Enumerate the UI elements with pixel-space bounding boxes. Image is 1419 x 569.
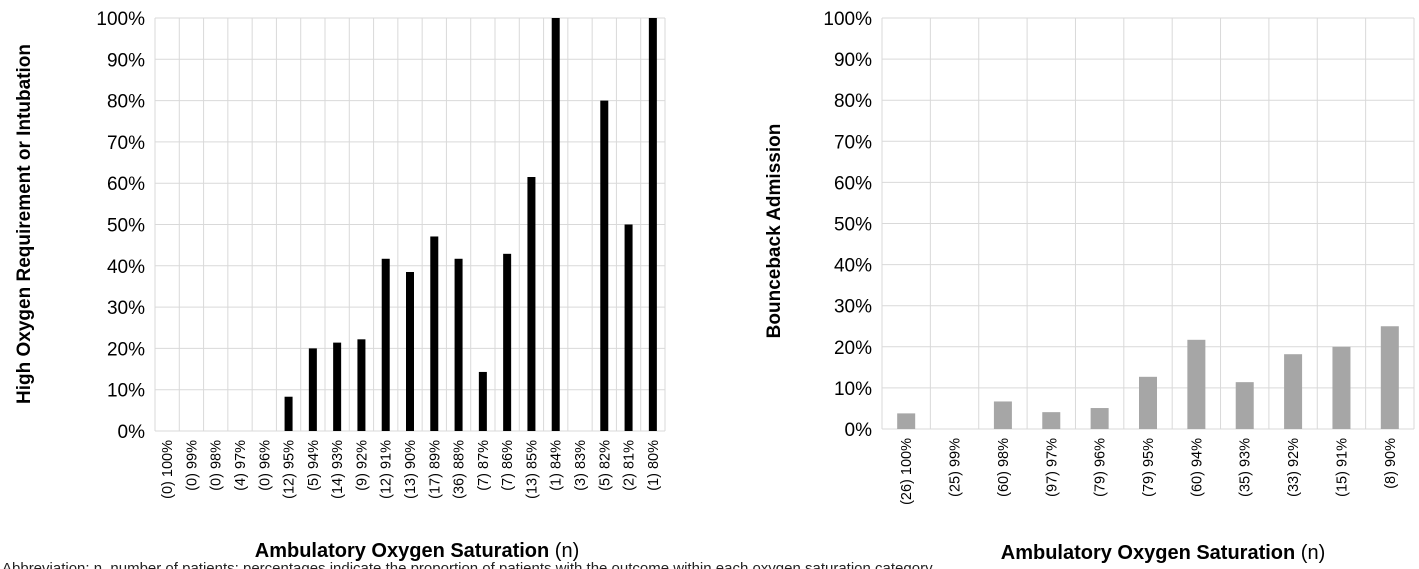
left-chart-x-tick-label: (17) 89%: [427, 440, 443, 499]
right-chart-y-tick-label: 0%: [845, 420, 873, 441]
left-chart-y-tick-label: 10%: [107, 381, 145, 402]
left-chart-bar: [478, 371, 487, 431]
left-chart-x-tick-label: (2) 81%: [622, 440, 638, 491]
right-chart-y-tick-label: 60%: [834, 173, 872, 194]
left-chart-bar: [381, 258, 390, 431]
left-chart-x-tick-label: (4) 97%: [233, 440, 249, 491]
right-chart-x-tick-label: (33) 92%: [1286, 438, 1302, 497]
left-chart-x-tick-label: (5) 94%: [306, 440, 322, 491]
left-chart-x-tick-label: (7) 87%: [476, 440, 492, 491]
left-chart-x-tick-label: (5) 82%: [597, 440, 613, 491]
right-chart-bar: [1284, 354, 1303, 429]
right-chart-y-tick-label: 40%: [834, 256, 872, 277]
left-chart-x-tick-label: (13) 85%: [524, 440, 540, 499]
left-chart-x-tick-label: (1) 80%: [646, 440, 662, 491]
left-chart-bar: [503, 253, 512, 431]
left-chart-bar: [308, 348, 317, 431]
right-chart-x-tick-label: (35) 93%: [1238, 438, 1254, 497]
right-chart-y-tick-label: 20%: [834, 338, 872, 359]
left-chart-y-tick-label: 40%: [107, 257, 145, 278]
left-chart-x-tick-label: (0) 99%: [184, 440, 200, 491]
left-chart-x-tick-label: (3) 83%: [573, 440, 589, 491]
footnote: Abbreviation: n, number of patients; per…: [0, 559, 1419, 569]
left-chart-x-tick-label: (0) 100%: [160, 440, 176, 499]
left-chart-x-tick-label: (7) 86%: [500, 440, 516, 491]
right-chart-bar: [1042, 412, 1061, 429]
left-chart-bar: [624, 224, 633, 431]
left-chart-x-tick-label: (12) 91%: [379, 440, 395, 499]
left-chart-x-tick-label: (36) 88%: [452, 440, 468, 499]
right-chart-bar: [1139, 376, 1157, 429]
left-chart-y-tick-label: 30%: [107, 298, 145, 319]
right-chart-bar: [1187, 339, 1206, 429]
left-chart-bar: [406, 271, 414, 431]
left-chart-x-tick-label: (12) 95%: [282, 440, 298, 499]
right-chart-x-tick-label: (25) 99%: [948, 438, 964, 497]
right-chart-bar: [1332, 346, 1351, 429]
footnote-text: Abbreviation: n, number of patients; per…: [2, 560, 936, 569]
left-chart-bar: [600, 100, 609, 431]
left-chart-bar: [357, 339, 366, 431]
right-chart-bar: [1090, 408, 1109, 429]
left-chart-y-tick-label: 50%: [107, 216, 145, 237]
left-chart-x-tick-label: (0) 96%: [257, 440, 273, 491]
left-chart-x-tick-label: (13) 90%: [403, 440, 419, 499]
left-chart-y-axis-label: High Oxygen Requirement or Intubation: [14, 44, 35, 404]
left-chart-x-tick-label: (1) 84%: [549, 440, 565, 491]
right-chart-y-tick-label: 90%: [834, 50, 872, 71]
right-chart-x-tick-label: (97) 97%: [1044, 438, 1060, 497]
right-chart-y-tick-label: 50%: [834, 215, 872, 236]
right-chart-y-tick-label: 70%: [834, 132, 872, 153]
left-chart-bar: [551, 18, 560, 431]
left-chart-y-tick-label: 70%: [107, 133, 145, 154]
left-chart-x-tick-label: (0) 98%: [209, 440, 225, 491]
right-chart-y-tick-label: 30%: [834, 297, 872, 318]
left-chart-y-tick-label: 0%: [118, 422, 146, 443]
left-chart-bar: [333, 342, 342, 431]
left-chart-x-tick-label: (9) 92%: [354, 440, 370, 491]
left-chart-x-axis-label: Ambulatory Oxygen Saturation (n): [255, 540, 580, 562]
left-chart-bar: [648, 18, 657, 431]
left-chart-bar: [454, 258, 463, 431]
left-chart-y-tick-label: 60%: [107, 174, 145, 195]
right-chart-y-axis-label: Bounceback Admission: [764, 124, 785, 339]
right-chart-x-tick-label: (26) 100%: [899, 438, 915, 505]
left-chart: 0% 10% 20% 30% 40% 50% 60% 70% 80% 90% 100% (0) 10…: [14, 9, 666, 562]
right-chart-x-tick-label: (15) 91%: [1334, 438, 1350, 497]
right-chart-bar: [1235, 382, 1254, 429]
right-chart-bar: [897, 413, 916, 429]
right-chart-bar: [1380, 326, 1399, 429]
right-chart-x-tick-label: (8) 90%: [1383, 438, 1399, 489]
left-chart-x-tick-label: (14) 93%: [330, 440, 346, 499]
left-chart-bar: [430, 236, 439, 431]
right-chart-x-tick-label: (79) 95%: [1141, 438, 1157, 497]
right-chart-x-tick-label: (60) 98%: [996, 438, 1012, 497]
right-chart-y-tick-label: 10%: [834, 379, 872, 400]
right-chart-bar: [993, 401, 1012, 429]
right-chart-x-tick-label: (60) 94%: [1189, 438, 1205, 497]
right-chart: 0% 10% 20% 30% 40% 50% 60% 70% 80% 90% 100% (26) 1…: [764, 9, 1415, 564]
right-chart-y-tick-label: 80%: [834, 91, 872, 112]
left-chart-y-tick-label: 80%: [107, 92, 145, 113]
right-chart-x-axis-label: Ambulatory Oxygen Saturation (n): [1001, 542, 1326, 564]
right-chart-y-tick-label: 100%: [823, 9, 872, 30]
left-chart-bar: [527, 177, 536, 431]
left-chart-bar: [284, 396, 293, 431]
left-chart-y-tick-label: 100%: [96, 9, 145, 30]
left-chart-y-tick-label: 90%: [107, 50, 145, 71]
left-chart-y-tick-label: 20%: [107, 339, 145, 360]
right-chart-x-tick-label: (79) 96%: [1093, 438, 1109, 497]
